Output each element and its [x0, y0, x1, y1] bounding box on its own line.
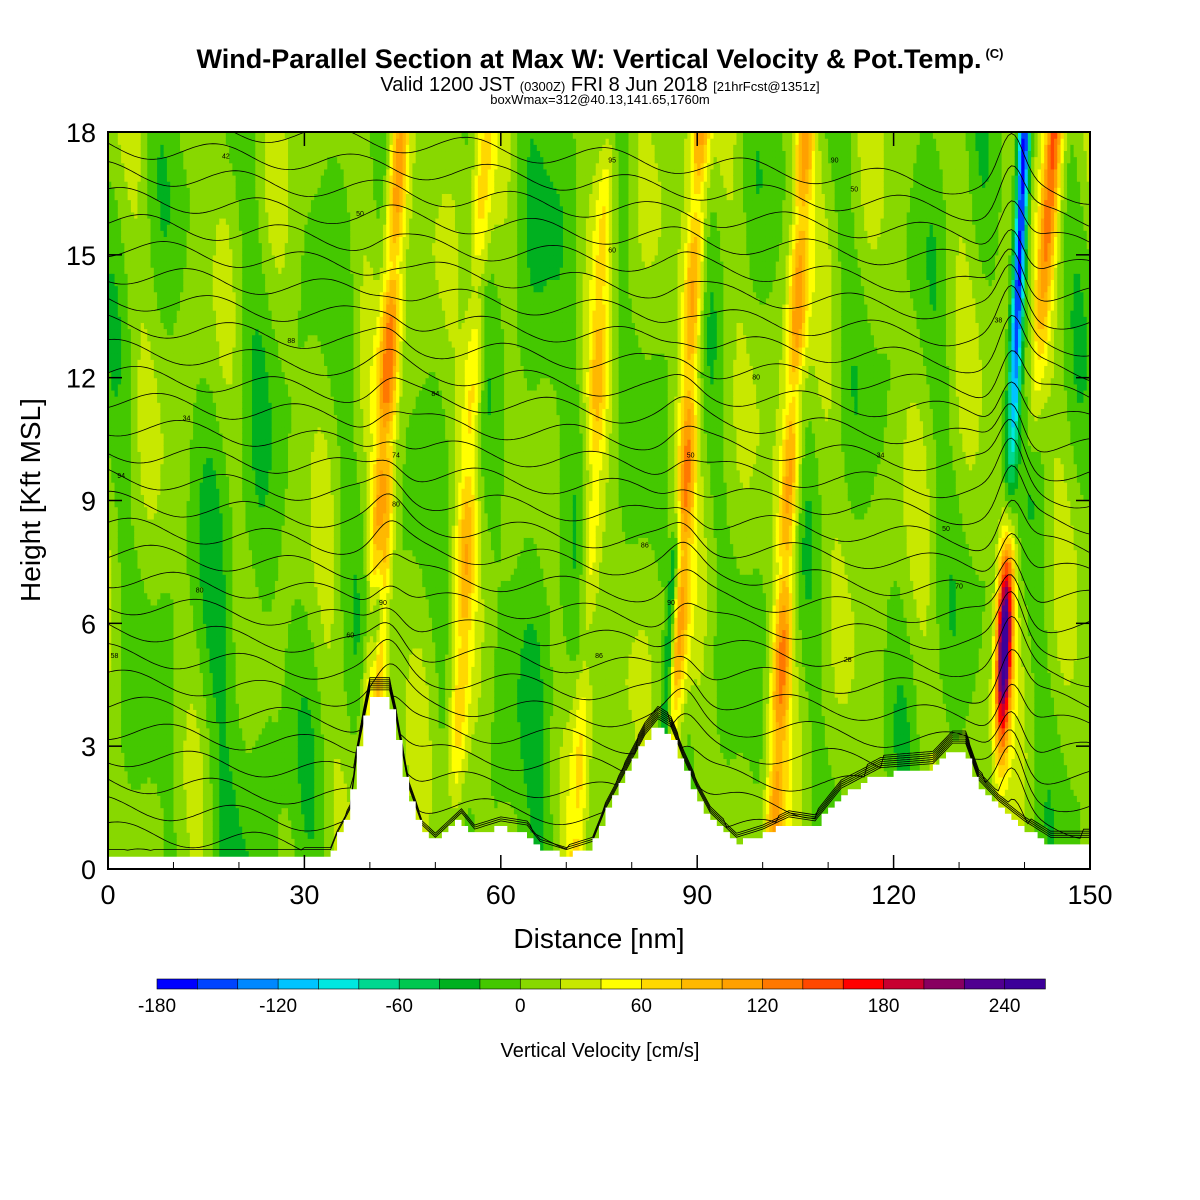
colorbar-swatch: [157, 979, 198, 989]
colorbar-swatch: [440, 979, 481, 989]
x-tick-label: 90: [682, 880, 712, 910]
colorbar-swatch: [762, 979, 803, 989]
contour-label: 34: [877, 452, 885, 459]
contour-label: 86: [641, 543, 649, 550]
contour-label: 28: [844, 657, 852, 664]
contour-label: 90: [831, 158, 839, 165]
contour-label: 50: [356, 211, 364, 218]
colorbar-swatch: [238, 979, 279, 989]
colorbar: -180 -120 -60 0 60 120 180 240: [138, 979, 1045, 1017]
colorbar-tick-label: 120: [747, 996, 779, 1017]
y-tick-label: 9: [81, 487, 96, 517]
colorbar-swatch: [682, 979, 723, 989]
colorbar-swatch: [197, 979, 238, 989]
contour-label: 80: [392, 502, 400, 509]
y-tick-label: 6: [81, 609, 96, 639]
y-tick-label: 15: [66, 241, 96, 271]
contour-label: 74: [392, 452, 400, 459]
x-tick-label: 150: [1067, 880, 1112, 910]
colorbar-swatch: [278, 979, 319, 989]
contour-label: 88: [287, 338, 295, 345]
x-axis-label: Distance [nm]: [513, 923, 684, 954]
contour-label: 84: [431, 391, 439, 398]
y-tick-label: 12: [66, 364, 96, 394]
y-axis-label: Height [Kft MSL]: [15, 398, 46, 602]
x-tick-label: 0: [100, 880, 115, 910]
contour-label: 90: [667, 600, 675, 607]
contour-label: 80: [752, 375, 760, 382]
colorbar-swatch: [561, 979, 602, 989]
colorbar-swatch: [964, 979, 1005, 989]
colorbar-tick-label: -60: [385, 996, 412, 1017]
contour-label: 58: [111, 653, 119, 660]
contour-label: 86: [595, 653, 603, 660]
colorbar-swatch: [359, 979, 400, 989]
colorbar-swatch: [601, 979, 642, 989]
colorbar-swatch: [1005, 979, 1046, 989]
colorbar-tick-label: 0: [515, 996, 526, 1017]
colorbar-tick-label: 180: [868, 996, 900, 1017]
x-tick-label: 120: [871, 880, 916, 910]
colorbar-swatch: [722, 979, 763, 989]
colorbar-swatch: [843, 979, 884, 989]
colorbar-swatch: [480, 979, 521, 989]
contour-label: 50: [850, 186, 858, 193]
contour-label: 70: [955, 583, 963, 590]
contour-label: 60: [608, 248, 616, 255]
contour-label: 94: [117, 473, 125, 480]
colorbar-swatch: [641, 979, 682, 989]
colorbar-label: Vertical Velocity [cm/s]: [501, 1040, 700, 1062]
colorbar-tick-label: 60: [631, 996, 652, 1017]
contour-label: 50: [942, 526, 950, 533]
contour-label: 80: [196, 588, 204, 595]
colorbar-tick-label: -120: [259, 996, 297, 1017]
x-tick-label: 60: [486, 880, 516, 910]
x-tick-label: 30: [289, 880, 319, 910]
colorbar-swatch: [884, 979, 925, 989]
colorbar-swatch: [803, 979, 844, 989]
colorbar-tick-label: 240: [989, 996, 1021, 1017]
colorbar-swatch: [399, 979, 440, 989]
contour-label: 95: [608, 158, 616, 165]
contour-label: 50: [687, 452, 695, 459]
contour-label: 90: [379, 600, 387, 607]
cross-section-chart: 425095 905060388880843474 50 34948050868070…: [0, 0, 1200, 1200]
contour-label: 60: [346, 633, 354, 640]
colorbar-tick-label: -180: [138, 996, 176, 1017]
contour-label: 42: [222, 154, 230, 161]
colorbar-swatch: [924, 979, 965, 989]
y-tick-label: 0: [81, 855, 96, 885]
colorbar-swatch: [318, 979, 359, 989]
contour-label: 34: [183, 416, 191, 423]
y-tick-label: 18: [66, 118, 96, 148]
contour-label: 38: [994, 317, 1002, 324]
colorbar-swatch: [520, 979, 561, 989]
y-tick-label: 3: [81, 732, 96, 762]
